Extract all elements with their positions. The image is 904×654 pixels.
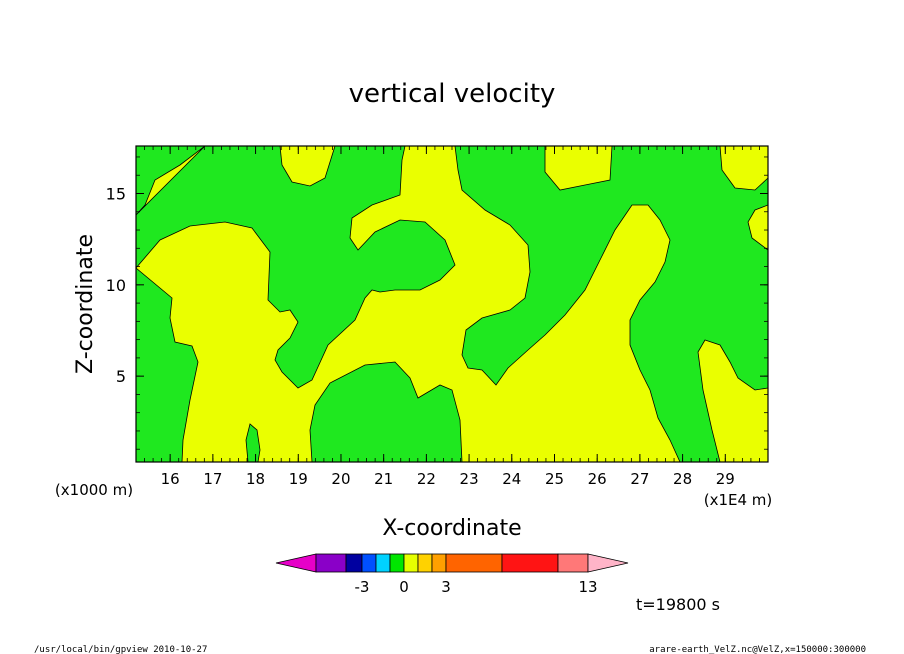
colorbar xyxy=(275,553,629,573)
colorbar-segment xyxy=(345,553,363,573)
colorbar-segment xyxy=(403,553,419,573)
negative-region-bottom-center xyxy=(309,361,463,462)
colorbar-segment xyxy=(417,553,433,573)
colorbar-tick-labels: -3 0 3 13 xyxy=(355,578,598,596)
colorbar-segment xyxy=(315,553,347,573)
colorbar-segment xyxy=(445,553,503,573)
x-tick-label: 27 xyxy=(630,470,649,488)
colorbar-segment xyxy=(389,553,405,573)
x-tick-label: 17 xyxy=(203,470,222,488)
colorbar-tick-label: 3 xyxy=(441,578,451,596)
y-tick-label: 10 xyxy=(106,276,126,295)
colorbar-tick-label: -3 xyxy=(355,578,370,596)
footer-left: /usr/local/bin/gpview 2010-10-27 xyxy=(34,645,207,654)
negative-regions xyxy=(136,146,768,462)
chart-title: vertical velocity xyxy=(349,79,556,109)
x-tick-label: 28 xyxy=(673,470,692,488)
colorbar-segment xyxy=(375,553,391,573)
x-tick-label: 29 xyxy=(716,470,735,488)
negative-region-lowerleft xyxy=(136,267,199,462)
y-axis: 5 10 15 xyxy=(106,156,768,450)
x-axis-label: X-coordinate xyxy=(382,516,521,541)
y-unit-label: (x1000 m) xyxy=(55,481,133,499)
x-axis: 16 17 18 19 20 21 22 23 24 25 26 27 28 29 xyxy=(135,146,769,488)
footer-right: arare-earth_VelZ.nc@VelZ,x=150000:300000 xyxy=(649,645,866,654)
negative-region-top-right xyxy=(454,146,768,462)
y-axis-label: Z-coordinate xyxy=(73,234,98,374)
colorbar-segment xyxy=(431,553,447,573)
x-tick-label: 19 xyxy=(289,470,308,488)
x-tick-label: 23 xyxy=(460,470,479,488)
x-unit-label: (x1E4 m) xyxy=(704,491,773,509)
y-tick-label: 5 xyxy=(116,367,126,386)
negative-region-left xyxy=(136,146,456,389)
x-tick-label: 22 xyxy=(417,470,436,488)
colorbar-low-arrow xyxy=(275,553,317,573)
x-tick-label: 21 xyxy=(374,470,393,488)
x-tick-label: 26 xyxy=(588,470,607,488)
colorbar-segment xyxy=(361,553,377,573)
y-tick-label: 15 xyxy=(106,184,126,203)
colorbar-segment xyxy=(557,553,589,573)
x-tick-label: 18 xyxy=(246,470,265,488)
time-label: t=19800 s xyxy=(636,595,720,614)
colorbar-high-arrow xyxy=(587,553,629,573)
plot-area: 16 17 18 19 20 21 22 23 24 25 26 27 28 29 5 10 15 xyxy=(106,145,769,488)
x-tick-label: 25 xyxy=(545,470,564,488)
negative-region-sliver xyxy=(245,423,261,462)
colorbar-tick-label: 0 xyxy=(399,578,409,596)
x-tick-label: 20 xyxy=(331,470,350,488)
x-tick-label: 16 xyxy=(161,470,180,488)
colorbar-tick-label: 13 xyxy=(578,578,597,596)
x-tick-label: 24 xyxy=(502,470,521,488)
colorbar-segment xyxy=(501,553,559,573)
